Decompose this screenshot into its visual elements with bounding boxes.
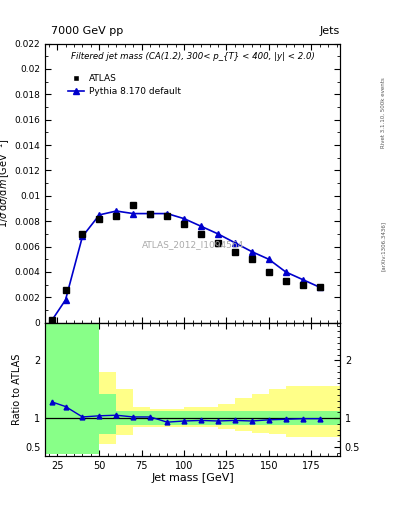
ATLAS (63, 287, 68, 293)
ATLAS (250, 256, 254, 262)
ATLAS (50, 317, 54, 323)
ATLAS (266, 269, 271, 275)
Text: Filtered jet mass (CA(1.2), 300< p_{T} < 400, |y| < 2.0): Filtered jet mass (CA(1.2), 300< p_{T} <… (71, 52, 314, 61)
Pythia 8.170 default (63, 297, 68, 303)
Bar (133, 407, 150, 427)
Bar (286, 387, 340, 437)
ATLAS (317, 284, 322, 290)
ATLAS (148, 210, 152, 217)
ATLAS (283, 278, 288, 284)
Pythia 8.170 default (80, 233, 85, 240)
Pythia 8.170 default (97, 212, 102, 218)
Pythia 8.170 default (300, 276, 305, 283)
Bar (62, 325, 99, 454)
ATLAS (233, 249, 237, 255)
Pythia 8.170 default (165, 210, 169, 217)
Bar (252, 394, 269, 433)
Text: ATLAS_2012_I1094564: ATLAS_2012_I1094564 (141, 240, 244, 249)
Bar (286, 411, 340, 425)
Y-axis label: $1/\sigma\,\mathrm{d}\sigma/\mathrm{d}m\,[\mathrm{GeV}^{-1}]$: $1/\sigma\,\mathrm{d}\sigma/\mathrm{d}m\… (0, 138, 12, 228)
Text: Rivet 3.1.10, 500k events: Rivet 3.1.10, 500k events (381, 77, 386, 148)
Pythia 8.170 default (114, 208, 119, 214)
Text: 7000 GeV pp: 7000 GeV pp (51, 26, 123, 36)
Text: [arXiv:1306.3436]: [arXiv:1306.3436] (381, 221, 386, 271)
Pythia 8.170 default (233, 240, 237, 246)
Bar (45, 325, 62, 454)
ATLAS (131, 202, 136, 208)
Pythia 8.170 default (266, 256, 271, 262)
Pythia 8.170 default (317, 284, 322, 290)
Bar (218, 411, 235, 425)
ATLAS (80, 231, 85, 237)
Bar (269, 411, 286, 425)
Y-axis label: Ratio to ATLAS: Ratio to ATLAS (12, 353, 22, 425)
Bar (99, 372, 116, 444)
Pythia 8.170 default (50, 317, 54, 323)
Pythia 8.170 default (216, 231, 220, 237)
Bar (235, 398, 252, 431)
Line: Pythia 8.170 default: Pythia 8.170 default (49, 208, 322, 323)
Pythia 8.170 default (148, 210, 152, 217)
Bar (150, 410, 167, 427)
Pythia 8.170 default (250, 249, 254, 255)
Bar (184, 407, 201, 427)
Pythia 8.170 default (283, 269, 288, 275)
ATLAS (300, 282, 305, 288)
ATLAS (165, 213, 169, 219)
Bar (235, 411, 252, 425)
Line: ATLAS: ATLAS (49, 202, 323, 323)
Bar (218, 403, 235, 429)
Bar (116, 389, 133, 435)
Text: Jets: Jets (320, 26, 340, 36)
ATLAS (182, 221, 186, 227)
ATLAS (97, 216, 102, 222)
Pythia 8.170 default (182, 216, 186, 222)
Bar (99, 394, 116, 434)
Bar (252, 411, 269, 425)
Bar (201, 407, 218, 427)
Bar (45, 325, 62, 454)
ATLAS (199, 231, 204, 237)
ATLAS (216, 240, 220, 246)
Legend: ATLAS, Pythia 8.170 default: ATLAS, Pythia 8.170 default (64, 70, 184, 100)
Bar (269, 389, 286, 434)
Pythia 8.170 default (131, 210, 136, 217)
ATLAS (114, 213, 119, 219)
Bar (167, 410, 184, 427)
Bar (62, 325, 99, 454)
Pythia 8.170 default (199, 223, 204, 229)
Bar (116, 411, 218, 425)
X-axis label: Jet mass [GeV]: Jet mass [GeV] (151, 473, 234, 483)
